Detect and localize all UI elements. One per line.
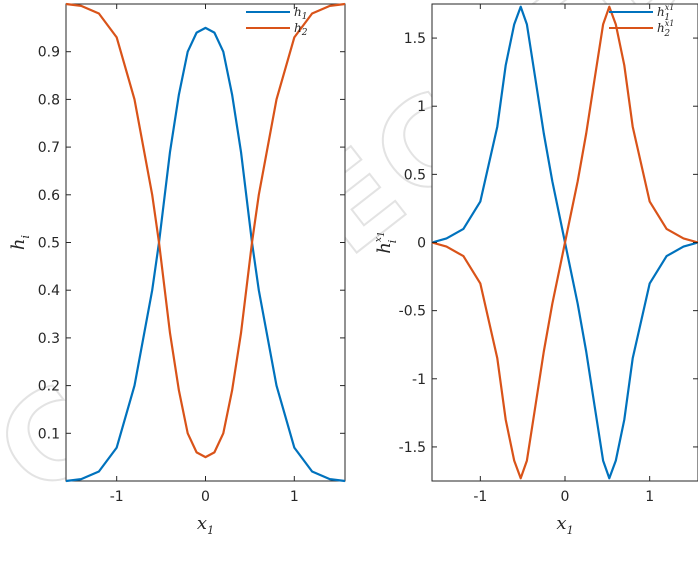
- y-tick-label: 0.7: [38, 140, 60, 156]
- y-tick-label: 1.5: [404, 31, 426, 47]
- x-tick-label: 0: [201, 489, 210, 505]
- y-tick-label: -0.5: [399, 304, 426, 320]
- y-tick-label: 1: [417, 99, 426, 115]
- y-tick-label: 0: [417, 236, 426, 252]
- y-tick-label: 0.2: [38, 379, 60, 395]
- series-line-h2: [65, 2, 346, 459]
- x-tick-label: 1: [645, 489, 654, 505]
- x-tick-label: 0: [561, 489, 570, 505]
- x-axis-label: x1: [197, 513, 214, 537]
- y-tick-label: 0.3: [38, 331, 60, 347]
- x-axis-label: x1: [556, 513, 573, 537]
- y-tick-label: 0.8: [38, 92, 60, 108]
- y-tick-label: 0.5: [38, 236, 60, 252]
- plot-area: [65, 3, 346, 482]
- y-tick-label: 0.9: [38, 45, 60, 61]
- legend-entry-h2: h2: [294, 21, 308, 38]
- x-tick-label: -1: [473, 489, 487, 505]
- x-tick-label: 1: [290, 489, 299, 505]
- y-tick-label: -1.5: [399, 440, 426, 456]
- y-axis-label: hx1i: [374, 231, 399, 253]
- y-tick-label: 0.6: [38, 188, 60, 204]
- legend-entry-h1: hx1 1: [657, 3, 674, 23]
- y-tick-label: -1: [412, 372, 426, 388]
- series-line-h1: [65, 26, 346, 483]
- x-tick-label: -1: [110, 489, 124, 505]
- legend-entry-h1: h1: [294, 5, 307, 22]
- y-tick-label: 0.4: [38, 283, 60, 299]
- series-line-h2: [431, 5, 698, 480]
- y-tick-label: 0.5: [404, 167, 426, 183]
- legend-entry-h2: hx1 2: [657, 19, 674, 39]
- y-axis-label: hi: [8, 235, 32, 250]
- y-tick-label: 0.1: [38, 426, 60, 442]
